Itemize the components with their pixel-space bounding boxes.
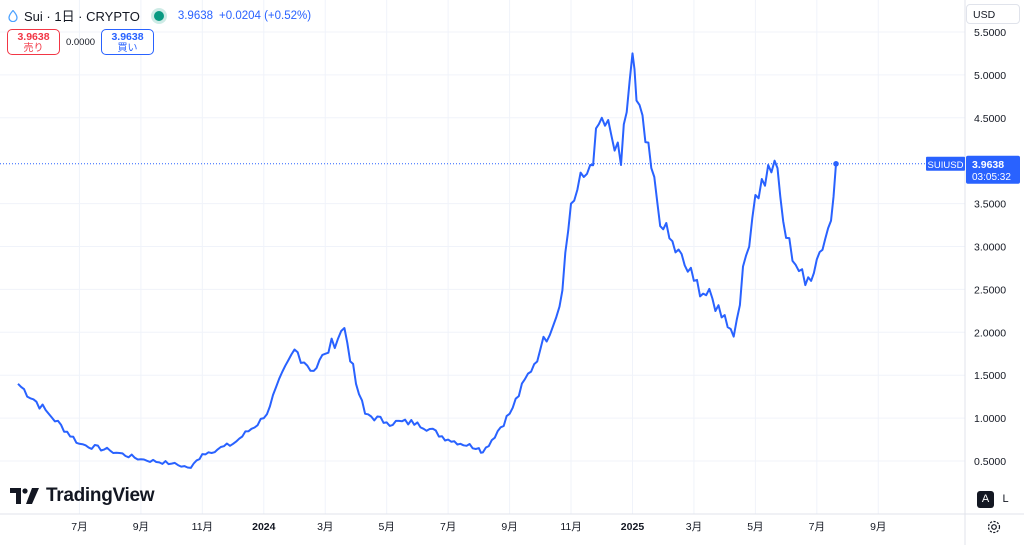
y-tick-label: 3.0000 [974,242,1006,254]
x-tick-label: 7月 [440,521,456,533]
sell-button[interactable]: 3.9638 売り [7,29,60,55]
y-tick-label: 1.5000 [974,370,1006,382]
y-tick-label: 5.5000 [974,27,1006,39]
symbol-title[interactable]: Sui · 1日 · CRYPTO [24,9,140,24]
y-tick-label: 0.5000 [974,456,1006,468]
series-name-text: SUIUSD [928,160,964,171]
x-tick-label: 9月 [870,521,886,533]
legend-header: Sui · 1日 · CRYPTO 3.9638 +0.0204 (+0.52%… [8,6,311,25]
countdown-timer: 03:05:32 [972,172,1011,183]
spread-value: 0.0000 [65,37,96,48]
x-tick-label: 5月 [379,521,395,533]
last-price-axis-value: 3.9638 [972,159,1004,171]
last-price: 3.9638 [177,9,214,22]
last-price-axis-bg [966,155,1020,184]
series-name-label: SUIUSD [926,156,965,171]
last-price-point [833,161,839,167]
x-tick-label: 7月 [809,521,825,533]
y-tick-label: 4.5000 [974,113,1006,125]
y-tick-label: 2.5000 [974,284,1006,296]
series-name-bg [926,156,965,171]
sell-price: 3.9638 [17,31,50,43]
price-change: +0.0204 (+0.52%) [219,9,312,22]
buy-price: 3.9638 [111,31,144,43]
market-status-icon [153,10,164,21]
log-scale-button[interactable]: L [1002,493,1009,505]
x-tick-label: 3月 [686,521,702,533]
x-tick-label: 5月 [747,521,763,533]
buy-label: 買い [117,43,138,54]
x-tick-label: 9月 [133,521,149,533]
y-tick-label: 5.0000 [974,70,1006,82]
auto-scale-button[interactable]: A [977,491,994,508]
currency-selector[interactable]: USD [966,4,1020,24]
tradingview-logo-icon [10,488,39,504]
buy-button[interactable]: 3.9638 買い [101,29,154,55]
settings-gear-icon[interactable] [986,519,1002,535]
x-tick-label: 2024 [252,521,276,533]
x-tick-label: 2025 [621,521,645,533]
sui-logo-icon [8,9,18,22]
x-tick-label: 7月 [71,521,87,533]
suiusd-price-line [17,52,837,469]
sell-label: 売り [23,43,44,54]
y-tick-label: 3.5000 [974,199,1006,211]
x-tick-label: 3月 [317,521,333,533]
x-tick-label: 9月 [501,521,517,533]
y-tick-label: 1.0000 [974,413,1006,425]
y-tick-label: 2.0000 [974,327,1006,339]
x-tick-label: 11月 [192,521,213,533]
x-tick-label: 11月 [560,521,581,533]
brand-name: TradingView [46,485,155,506]
tradingview-logo[interactable]: TradingView [10,485,155,507]
